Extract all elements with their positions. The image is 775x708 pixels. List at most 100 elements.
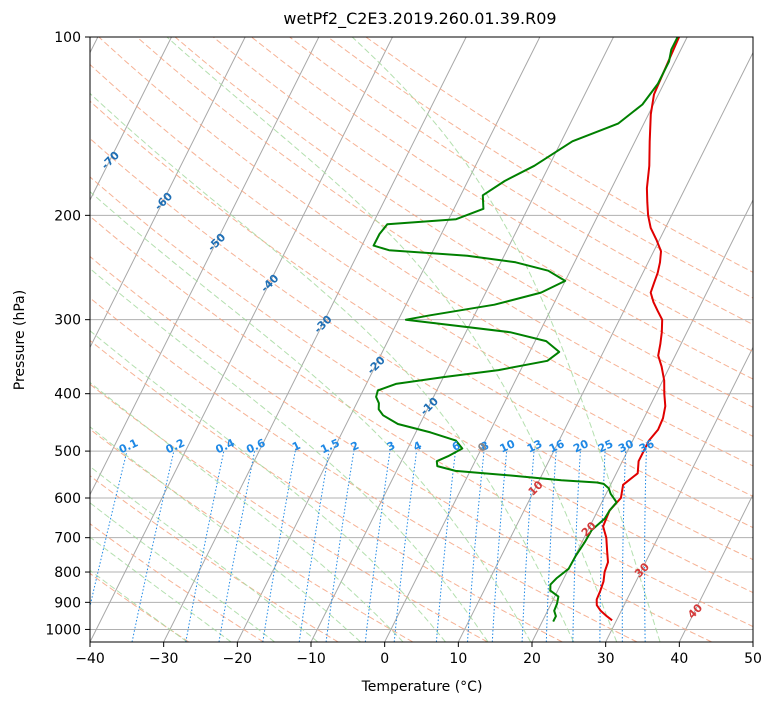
mixing-ratio-line (185, 451, 225, 642)
dry-adiabat (90, 255, 712, 642)
dry-adiabat (90, 63, 753, 497)
x-tick-label: 10 (449, 651, 467, 667)
y-tick-label: 300 (54, 313, 81, 329)
dry-adiabat (90, 137, 753, 561)
moist-adiabat (90, 465, 319, 642)
isotherm-gridline (163, 37, 467, 642)
mixing-ratio-label: 16 (547, 437, 567, 455)
mixing-ratio-label: 20 (571, 437, 591, 455)
dry-adiabat-label: 40 (685, 601, 705, 621)
y-tick-label: 900 (54, 595, 81, 611)
dry-adiabat-label: -30 (311, 312, 334, 335)
dry-adiabat-label: -60 (152, 189, 175, 212)
moist-adiabat (90, 381, 404, 642)
x-tick-label: −30 (149, 651, 179, 667)
isotherm-gridline (90, 37, 320, 496)
mixing-ratio-line (131, 450, 175, 642)
dry-adiabat (90, 428, 414, 642)
dry-adiabat (365, 37, 753, 273)
mixing-ratio-label: 1 (290, 439, 302, 454)
y-tick-label: 100 (54, 30, 81, 46)
isotherm-gridline (457, 51, 753, 642)
x-tick-label: 30 (597, 651, 615, 667)
x-tick-label: −40 (75, 651, 105, 667)
dry-adiabat (90, 572, 190, 642)
moist-adiabat (351, 37, 661, 642)
y-tick-label: 800 (54, 565, 81, 581)
mixing-ratio-line (467, 451, 485, 642)
dry-adiabat (251, 37, 753, 353)
mixing-ratio-label: 0.6 (244, 436, 267, 456)
y-axis-label: Pressure (hPa) (12, 289, 28, 391)
x-tick-label: 50 (744, 651, 762, 667)
dry-adiabat (90, 339, 563, 642)
mixing-ratio-line (521, 451, 535, 642)
isotherm-gridline (605, 346, 753, 642)
x-axis-label: Temperature (°C) (361, 679, 483, 695)
mixing-ratio-line (644, 451, 647, 642)
mixing-ratio-line (393, 451, 418, 642)
isotherm-gridline (678, 493, 753, 642)
mixing-ratio-line (325, 451, 355, 642)
moist-adiabat (90, 92, 575, 642)
dry-adiabat (174, 37, 753, 408)
x-axis: −40 −30 −20 −10 0 10 20 30 40 50 (75, 642, 762, 667)
isotherm-gridline (531, 198, 753, 642)
mixing-ratio-line (572, 451, 581, 642)
dry-adiabat (289, 37, 753, 326)
dry-adiabat-label: -70 (99, 148, 122, 171)
x-tick-label: 20 (523, 651, 541, 667)
mixing-ratio-label: 30 (616, 437, 636, 455)
temperature-profile-line (595, 37, 681, 622)
mixing-ratio-label: 2 (349, 439, 361, 454)
y-tick-label: 500 (54, 444, 81, 460)
moist-adiabat (90, 267, 489, 642)
dry-adiabat (90, 383, 488, 642)
dry-adiabat (136, 37, 753, 437)
y-tick-label: 600 (54, 491, 81, 507)
mixing-ratio-line (298, 451, 330, 642)
plot-frame (89, 36, 754, 643)
line-labels: 0.10.20.40.611.52346810131620253036-100-… (0, 66, 706, 621)
dry-adiabat (90, 215, 753, 628)
y-tick-label: 1000 (45, 622, 81, 638)
x-tick-label: 40 (670, 651, 688, 667)
y-tick-label: 200 (54, 208, 81, 224)
moist-adiabat (90, 426, 361, 642)
sounding-series (372, 37, 681, 623)
moist-adiabat (90, 330, 446, 642)
dry-adiabat-label: 10 (526, 478, 546, 498)
dry-adiabat-label: -90 (0, 66, 16, 89)
mixing-ratio-label: 13 (525, 437, 544, 455)
mixing-ratio-label: 10 (498, 437, 518, 455)
dewpoint-profile-line (372, 37, 679, 623)
mixing-ratio-line (435, 451, 456, 642)
dry-adiabat (90, 176, 753, 594)
y-tick-label: 700 (54, 531, 81, 547)
dry-adiabat-label: -20 (365, 353, 388, 376)
dry-adiabat (327, 37, 753, 299)
y-axis: 100 200 300 400 500 600 700 800 900 1000 (45, 30, 90, 638)
mixing-ratio-label: 0.2 (164, 436, 187, 456)
dry-adiabat (90, 475, 339, 642)
mixing-ratio-line (491, 451, 508, 642)
dry-adiabat-label: -10 (418, 394, 441, 417)
mixing-ratio-line (545, 451, 557, 642)
mixing-ratio-label: 3 (385, 439, 397, 454)
mixing-ratio-label: 0.4 (214, 436, 237, 456)
mixing-ratio-line (90, 450, 128, 609)
mixing-ratio-line (364, 451, 391, 642)
dry-adiabat-label: -50 (205, 230, 228, 253)
dry-adiabat (212, 37, 753, 380)
isotherm-gridline (236, 37, 541, 642)
dry-adiabat (90, 523, 264, 642)
background-lines (90, 37, 753, 642)
mixing-ratio-line (599, 451, 606, 642)
isotherm-gridline (90, 37, 393, 642)
dry-adiabat (98, 37, 753, 467)
chart-title: wetPf2_C2E3.2019.260.01.39.R09 (283, 9, 557, 28)
dry-adiabat (90, 100, 753, 529)
mixing-ratio-label: 25 (596, 437, 615, 455)
moist-adiabat (90, 190, 532, 642)
